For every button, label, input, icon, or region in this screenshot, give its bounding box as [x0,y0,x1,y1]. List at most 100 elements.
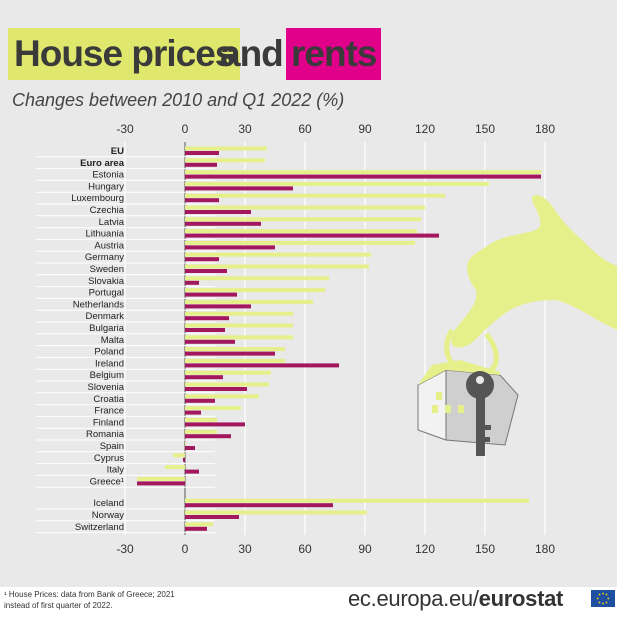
bar-house-prices [185,406,241,411]
bar-house-prices [185,264,369,269]
category-label: Poland [94,347,124,358]
bar-house-prices [185,370,271,375]
category-label: Croatia [93,394,124,405]
footer-url-brand: eurostat [478,586,564,611]
bar-house-prices [185,158,265,163]
category-label: Lithuania [85,229,124,240]
category-label: Portugal [89,288,124,299]
category-label: Greece¹ [90,476,124,487]
bar-house-prices [185,382,269,387]
bar-rents [185,328,225,332]
category-label: Malta [101,335,125,346]
bar-rents [185,375,223,380]
category-label: Ireland [95,358,124,369]
bar-house-prices [185,510,367,515]
bar-house-prices [185,394,259,399]
bar-house-prices [185,217,421,222]
category-label: Germany [85,252,124,263]
tick-label-bottom: 0 [182,542,189,556]
category-label: Austria [94,240,124,251]
category-label: France [94,406,124,417]
tick-label-bottom: 150 [475,542,495,556]
bar-rents [185,503,333,508]
bar-rents [185,221,261,226]
footnote-line-2: instead of first quarter of 2022. [4,601,113,610]
bar-house-prices [165,465,185,470]
category-label: Romania [86,429,125,440]
footnote-line-1: ¹ House Prices: data from Bank of Greece… [4,590,175,599]
bar-house-prices [185,229,417,234]
bar-house-prices [137,476,185,481]
bar-house-prices [185,522,213,527]
bar-rents [185,398,215,403]
bar-house-prices [185,276,329,281]
bar-rents [185,210,251,214]
category-label: Euro area [80,158,125,169]
bar-house-prices [173,453,185,458]
bar-rents [185,363,339,368]
title-and: and [220,33,284,74]
bar-house-prices [185,252,371,257]
hand-illustration [451,195,617,348]
bar-rents [185,304,251,309]
tick-label-top: 60 [298,122,312,136]
bar-rents [185,410,201,415]
bar-house-prices [185,193,445,198]
bar-house-prices [185,498,529,503]
bar-rents [185,526,207,531]
category-label: Czechia [90,205,125,216]
bar-rents [185,198,219,203]
category-label: Iceland [93,498,124,509]
category-label: Finland [93,417,124,428]
key-icon [466,371,494,456]
bar-rents [185,434,231,439]
tick-label-top: 0 [182,122,189,136]
axis-tick-labels: -30 -30 0 0 30 30 60 60 90 90 120 120 150 150 180 180 [116,122,555,556]
hand-key-illustration [417,195,617,456]
category-label: Bulgaria [89,323,125,334]
bar-rents [185,162,217,167]
tick-label-top: -30 [116,122,134,136]
bar-house-prices [185,181,489,186]
footnote: ¹ House Prices: data from Bank of Greece… [4,589,304,611]
bar-rents [185,233,439,238]
bar-rents [185,422,245,427]
bar-rents [185,292,237,297]
bar-house-prices [185,205,425,210]
category-label: Luxembourg [71,193,124,204]
category-label: Estonia [92,170,124,181]
bar-rents [185,387,247,391]
tick-label-bottom: -30 [116,542,134,556]
bar-rents [185,280,199,285]
tick-label-bottom: 60 [298,542,312,556]
bar-rents [185,515,239,519]
bar-rents [185,446,195,450]
tick-label-top: 90 [358,122,372,136]
category-label: Sweden [90,264,124,275]
bar-rents [185,316,229,321]
tick-label-top: 150 [475,122,495,136]
category-label: Cyprus [94,453,124,464]
bar-rents [185,469,199,474]
tick-label-top: 120 [415,122,435,136]
bar-rents [185,151,219,155]
bar-house-prices [185,170,541,175]
bar-house-prices [185,288,325,293]
bar-rents [185,339,235,344]
eu-flag-icon [591,590,615,607]
category-label: Norway [92,510,124,521]
chart-subtitle: Changes between 2010 and Q1 2022 (%) [12,90,345,110]
title-rents: rents [286,28,382,80]
bar-house-prices [185,335,293,340]
bar-house-prices [185,311,293,316]
bar-rents [185,245,275,250]
footer-source-url[interactable]: ec.europa.eu/eurostat [348,586,563,612]
tick-label-bottom: 30 [238,542,252,556]
bars [137,146,541,531]
category-label: Spain [100,441,124,452]
tick-label-bottom: 90 [358,542,372,556]
bar-house-prices [185,299,313,304]
bar-rents [185,257,219,262]
